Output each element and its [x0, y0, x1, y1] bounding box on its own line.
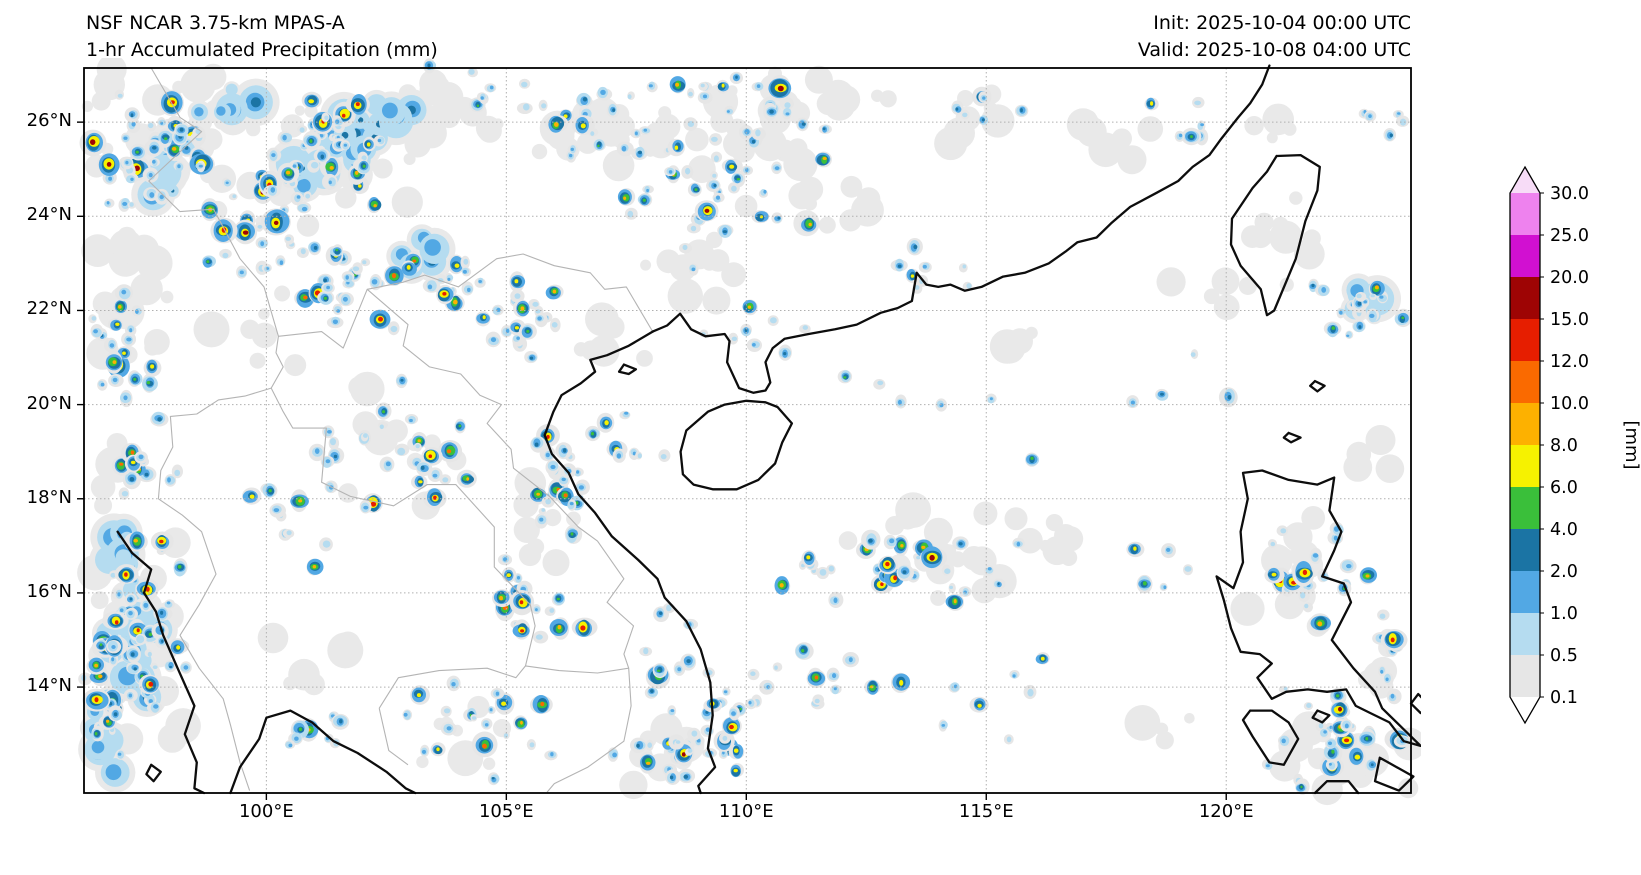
init-time: Init: 2025-10-04 00:00 UTC — [1153, 12, 1411, 34]
colorbar-tick-label: 25.0 — [1550, 226, 1589, 246]
colorbar-tick-label: 12.0 — [1550, 352, 1589, 372]
colorbar-tick-label: 20.0 — [1550, 268, 1589, 288]
colorbar-tick-label: 6.0 — [1550, 478, 1578, 498]
colorbar-tick-label: 8.0 — [1550, 436, 1578, 456]
country-borders-layer — [148, 67, 654, 793]
colorbar-tick-label: 15.0 — [1550, 310, 1589, 330]
y-tick-label: 16°N — [26, 580, 72, 602]
y-tick-label: 24°N — [26, 204, 72, 226]
colorbar-tick-label: 30.0 — [1550, 184, 1589, 204]
y-tick-label: 14°N — [26, 675, 72, 697]
gridlines-layer — [84, 68, 1411, 793]
x-tick-label: 110°E — [718, 801, 774, 822]
x-tick-label: 120°E — [1198, 801, 1254, 822]
x-tick-label: 100°E — [238, 801, 294, 822]
valid-time: Valid: 2025-10-08 04:00 UTC — [1137, 39, 1411, 61]
colorbar-segments — [1510, 193, 1540, 697]
axis-frame-layer — [77, 67, 1412, 800]
y-tick-label: 18°N — [26, 486, 72, 508]
colorbar-tick-label: 10.0 — [1550, 394, 1589, 414]
colorbar: 30.0 25.0 20.0 15.0 12.0 10.0 8.0 6.0 4.0 2.0 1.0 0… — [1509, 165, 1641, 725]
colorbar-unit-label: [mm] — [1621, 420, 1641, 469]
x-tick-label: 115°E — [958, 801, 1014, 822]
y-tick-label: 22°N — [26, 298, 72, 320]
precip-cells-layer — [78, 58, 1414, 795]
coastline-layer — [116, 64, 1421, 795]
colorbar-tick-label: 0.1 — [1550, 688, 1578, 708]
colorbar-tick-labels: 30.0 25.0 20.0 15.0 12.0 10.0 8.0 6.0 4.0 2.0 1.0 0… — [1540, 184, 1589, 708]
colorbar-under-arrow — [1510, 697, 1540, 723]
figure-title-block: NSF NCAR 3.75-km MPAS-A 1-hr Accumulated… — [86, 10, 438, 64]
map-plot — [77, 58, 1421, 806]
model-name: NSF NCAR 3.75-km MPAS-A — [86, 12, 345, 34]
y-tick-label: 20°N — [26, 392, 72, 414]
colorbar-over-arrow — [1510, 167, 1540, 193]
colorbar-tick-label: 2.0 — [1550, 562, 1578, 582]
colorbar-tick-label: 1.0 — [1550, 604, 1578, 624]
y-tick-label: 26°N — [26, 110, 72, 132]
x-tick-label: 105°E — [478, 801, 534, 822]
colorbar-tick-label: 0.5 — [1550, 646, 1578, 666]
figure-time-block: Init: 2025-10-04 00:00 UTC Valid: 2025-1… — [1138, 10, 1411, 64]
product-name: 1-hr Accumulated Precipitation (mm) — [86, 39, 438, 61]
colorbar-tick-label: 4.0 — [1550, 520, 1578, 540]
